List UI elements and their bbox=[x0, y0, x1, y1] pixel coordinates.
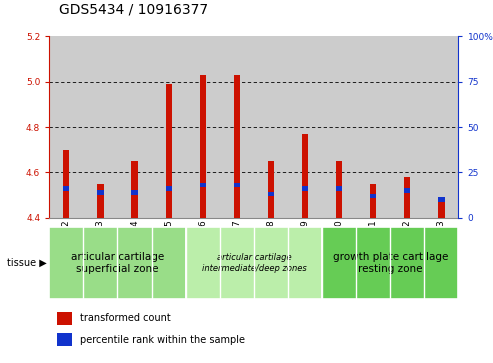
Bar bbox=[404, 188, 410, 193]
Bar bbox=[356, 36, 390, 218]
Bar bbox=[220, 36, 254, 218]
Bar bbox=[370, 184, 376, 218]
Bar bbox=[404, 177, 410, 218]
Bar bbox=[49, 227, 186, 299]
Text: growth plate cartilage
resting zone: growth plate cartilage resting zone bbox=[333, 252, 448, 274]
Text: transformed count: transformed count bbox=[80, 313, 171, 323]
Bar bbox=[98, 184, 104, 218]
Bar bbox=[58, 311, 72, 325]
Bar bbox=[132, 161, 138, 218]
Bar bbox=[63, 187, 70, 191]
Bar bbox=[268, 192, 274, 196]
Bar bbox=[322, 227, 458, 299]
Bar bbox=[166, 187, 172, 191]
Bar bbox=[49, 36, 83, 218]
Text: GDS5434 / 10916377: GDS5434 / 10916377 bbox=[59, 2, 208, 16]
Bar bbox=[200, 183, 206, 187]
Bar bbox=[83, 36, 117, 218]
Bar bbox=[302, 134, 308, 218]
Text: articular cartilage
superficial zone: articular cartilage superficial zone bbox=[71, 252, 164, 274]
Bar bbox=[151, 36, 186, 218]
Text: percentile rank within the sample: percentile rank within the sample bbox=[80, 335, 246, 345]
Bar bbox=[336, 187, 342, 191]
Bar bbox=[186, 227, 322, 299]
Bar bbox=[98, 190, 104, 195]
Bar bbox=[288, 36, 322, 218]
Bar bbox=[424, 36, 458, 218]
Bar bbox=[132, 190, 138, 195]
Bar bbox=[63, 150, 70, 218]
Bar bbox=[200, 75, 206, 218]
Bar bbox=[336, 161, 342, 218]
Bar bbox=[438, 202, 445, 218]
Text: tissue ▶: tissue ▶ bbox=[7, 258, 47, 268]
Bar bbox=[234, 75, 240, 218]
Bar bbox=[117, 36, 151, 218]
Bar bbox=[390, 36, 424, 218]
Bar bbox=[302, 187, 308, 191]
Bar bbox=[322, 36, 356, 218]
Bar bbox=[254, 36, 288, 218]
Text: articular cartilage
intermediate/deep zones: articular cartilage intermediate/deep zo… bbox=[202, 253, 306, 273]
Bar bbox=[438, 197, 445, 202]
Bar bbox=[166, 84, 172, 218]
Bar bbox=[58, 333, 72, 346]
Bar bbox=[370, 194, 376, 198]
Bar bbox=[234, 183, 240, 187]
Bar bbox=[268, 161, 274, 218]
Bar bbox=[186, 36, 220, 218]
